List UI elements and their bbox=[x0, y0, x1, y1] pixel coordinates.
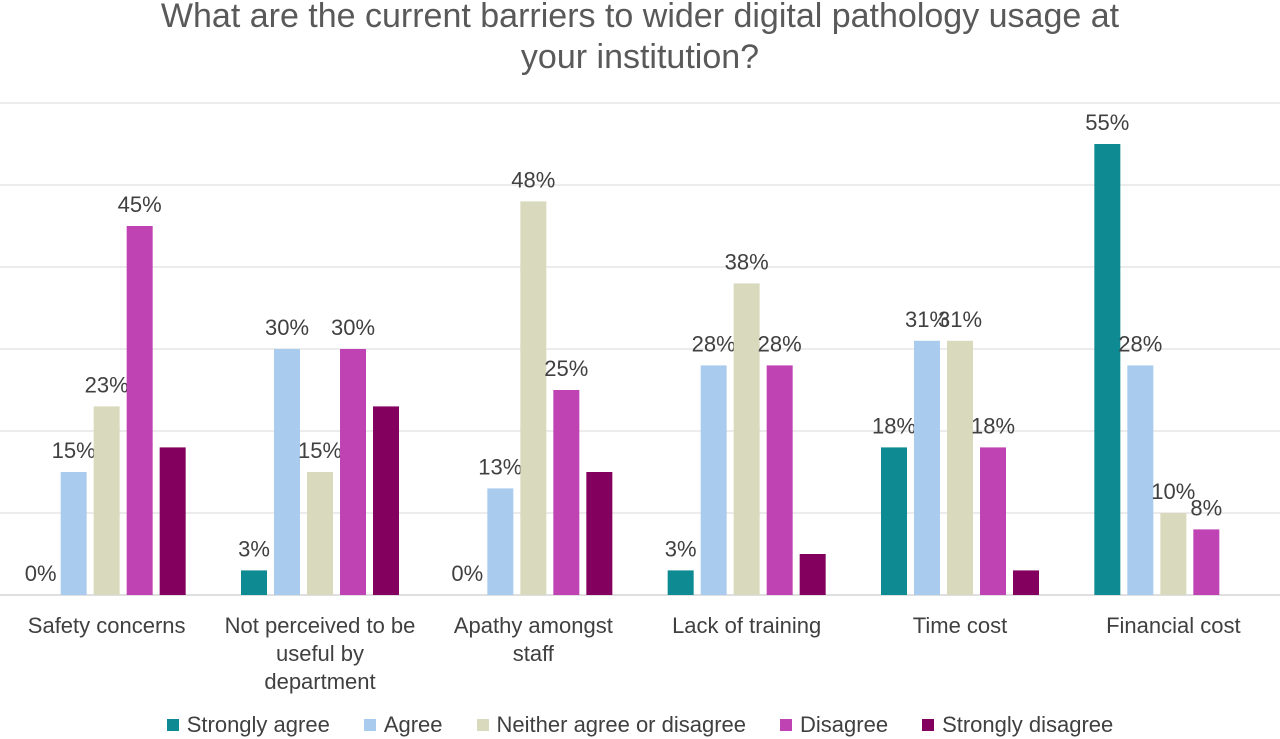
data-label: 0% bbox=[25, 561, 57, 586]
bar bbox=[700, 365, 727, 595]
bar bbox=[914, 340, 940, 595]
bar bbox=[241, 570, 267, 595]
bar bbox=[733, 283, 760, 595]
bar bbox=[667, 570, 694, 595]
legend-swatch bbox=[363, 719, 376, 731]
data-label: 48% bbox=[511, 167, 555, 192]
bar bbox=[1160, 513, 1187, 595]
data-label: 15% bbox=[52, 438, 96, 463]
legend-label: Strongly agree bbox=[186, 712, 330, 737]
category-label: Not perceived to be bbox=[225, 613, 416, 638]
bar bbox=[520, 201, 547, 595]
category-label: Apathy amongst bbox=[454, 613, 613, 638]
data-label: 31% bbox=[938, 307, 982, 332]
category-label: useful by bbox=[276, 641, 364, 666]
category-label: Lack of training bbox=[672, 613, 821, 638]
bar bbox=[93, 406, 120, 595]
bar bbox=[126, 226, 153, 595]
data-label: 38% bbox=[725, 249, 769, 274]
bar bbox=[881, 447, 907, 595]
legend-swatch bbox=[166, 719, 179, 731]
data-label: 0% bbox=[451, 561, 483, 586]
chart-title-line-1: What are the current barriers to wider d… bbox=[160, 0, 1120, 35]
bar-chart: 0% 15% 23% 45% Safety concerns 3% 30% 15% 30% Not… bbox=[0, 102, 1280, 694]
data-label: 30% bbox=[265, 315, 309, 340]
bar bbox=[947, 340, 973, 595]
bar bbox=[1127, 365, 1154, 595]
bar bbox=[159, 447, 186, 595]
data-label: 10% bbox=[1151, 479, 1195, 504]
data-label: 28% bbox=[1118, 331, 1162, 356]
data-label: 15% bbox=[298, 438, 342, 463]
data-label: 30% bbox=[331, 315, 375, 340]
category-label: Financial cost bbox=[1106, 613, 1241, 638]
bar bbox=[340, 349, 366, 595]
legend-swatch bbox=[780, 719, 793, 731]
category-label: department bbox=[264, 669, 375, 694]
chart-title-line-2: your institution? bbox=[520, 38, 760, 76]
legend-label: Disagree bbox=[800, 712, 889, 737]
legend-item: Agree bbox=[363, 712, 443, 738]
bar bbox=[980, 447, 1006, 595]
category-label: Time cost bbox=[913, 613, 1008, 638]
data-label: 45% bbox=[118, 192, 162, 217]
data-label: 3% bbox=[238, 536, 270, 561]
data-label: 3% bbox=[665, 536, 697, 561]
bar bbox=[553, 390, 580, 595]
bar bbox=[766, 365, 793, 595]
bar bbox=[1193, 529, 1220, 595]
chart-legend: Strongly agree Agree Neither agree or disa… bbox=[0, 712, 1280, 738]
legend-swatch bbox=[922, 719, 935, 731]
bar bbox=[1013, 570, 1039, 595]
data-label: 28% bbox=[758, 331, 802, 356]
legend-label: Neither agree or disagree bbox=[496, 712, 747, 737]
data-label: 31% bbox=[905, 307, 949, 332]
data-label: 18% bbox=[971, 413, 1015, 438]
bar bbox=[60, 472, 87, 595]
legend-item: Disagree bbox=[780, 712, 888, 738]
legend-label: Strongly disagree bbox=[942, 712, 1114, 737]
bar bbox=[373, 406, 399, 595]
data-label: 13% bbox=[478, 454, 522, 479]
bar bbox=[487, 488, 514, 595]
bar bbox=[1094, 144, 1121, 595]
data-label: 28% bbox=[692, 331, 736, 356]
legend-swatch bbox=[476, 719, 489, 731]
data-label: 23% bbox=[85, 372, 129, 397]
category-label: Safety concerns bbox=[28, 613, 186, 638]
bar bbox=[307, 472, 333, 595]
data-label: 18% bbox=[872, 413, 916, 438]
bar bbox=[274, 349, 300, 595]
legend-item: Strongly agree bbox=[166, 712, 330, 738]
data-label: 55% bbox=[1085, 110, 1129, 135]
legend-item: Strongly disagree bbox=[922, 712, 1113, 738]
data-label: 25% bbox=[544, 356, 588, 381]
data-label: 8% bbox=[1190, 495, 1222, 520]
category-label: staff bbox=[513, 641, 555, 666]
bar bbox=[586, 472, 613, 595]
legend-label: Agree bbox=[383, 712, 443, 737]
legend-item: Neither agree or disagree bbox=[476, 712, 747, 738]
bar bbox=[799, 554, 826, 595]
